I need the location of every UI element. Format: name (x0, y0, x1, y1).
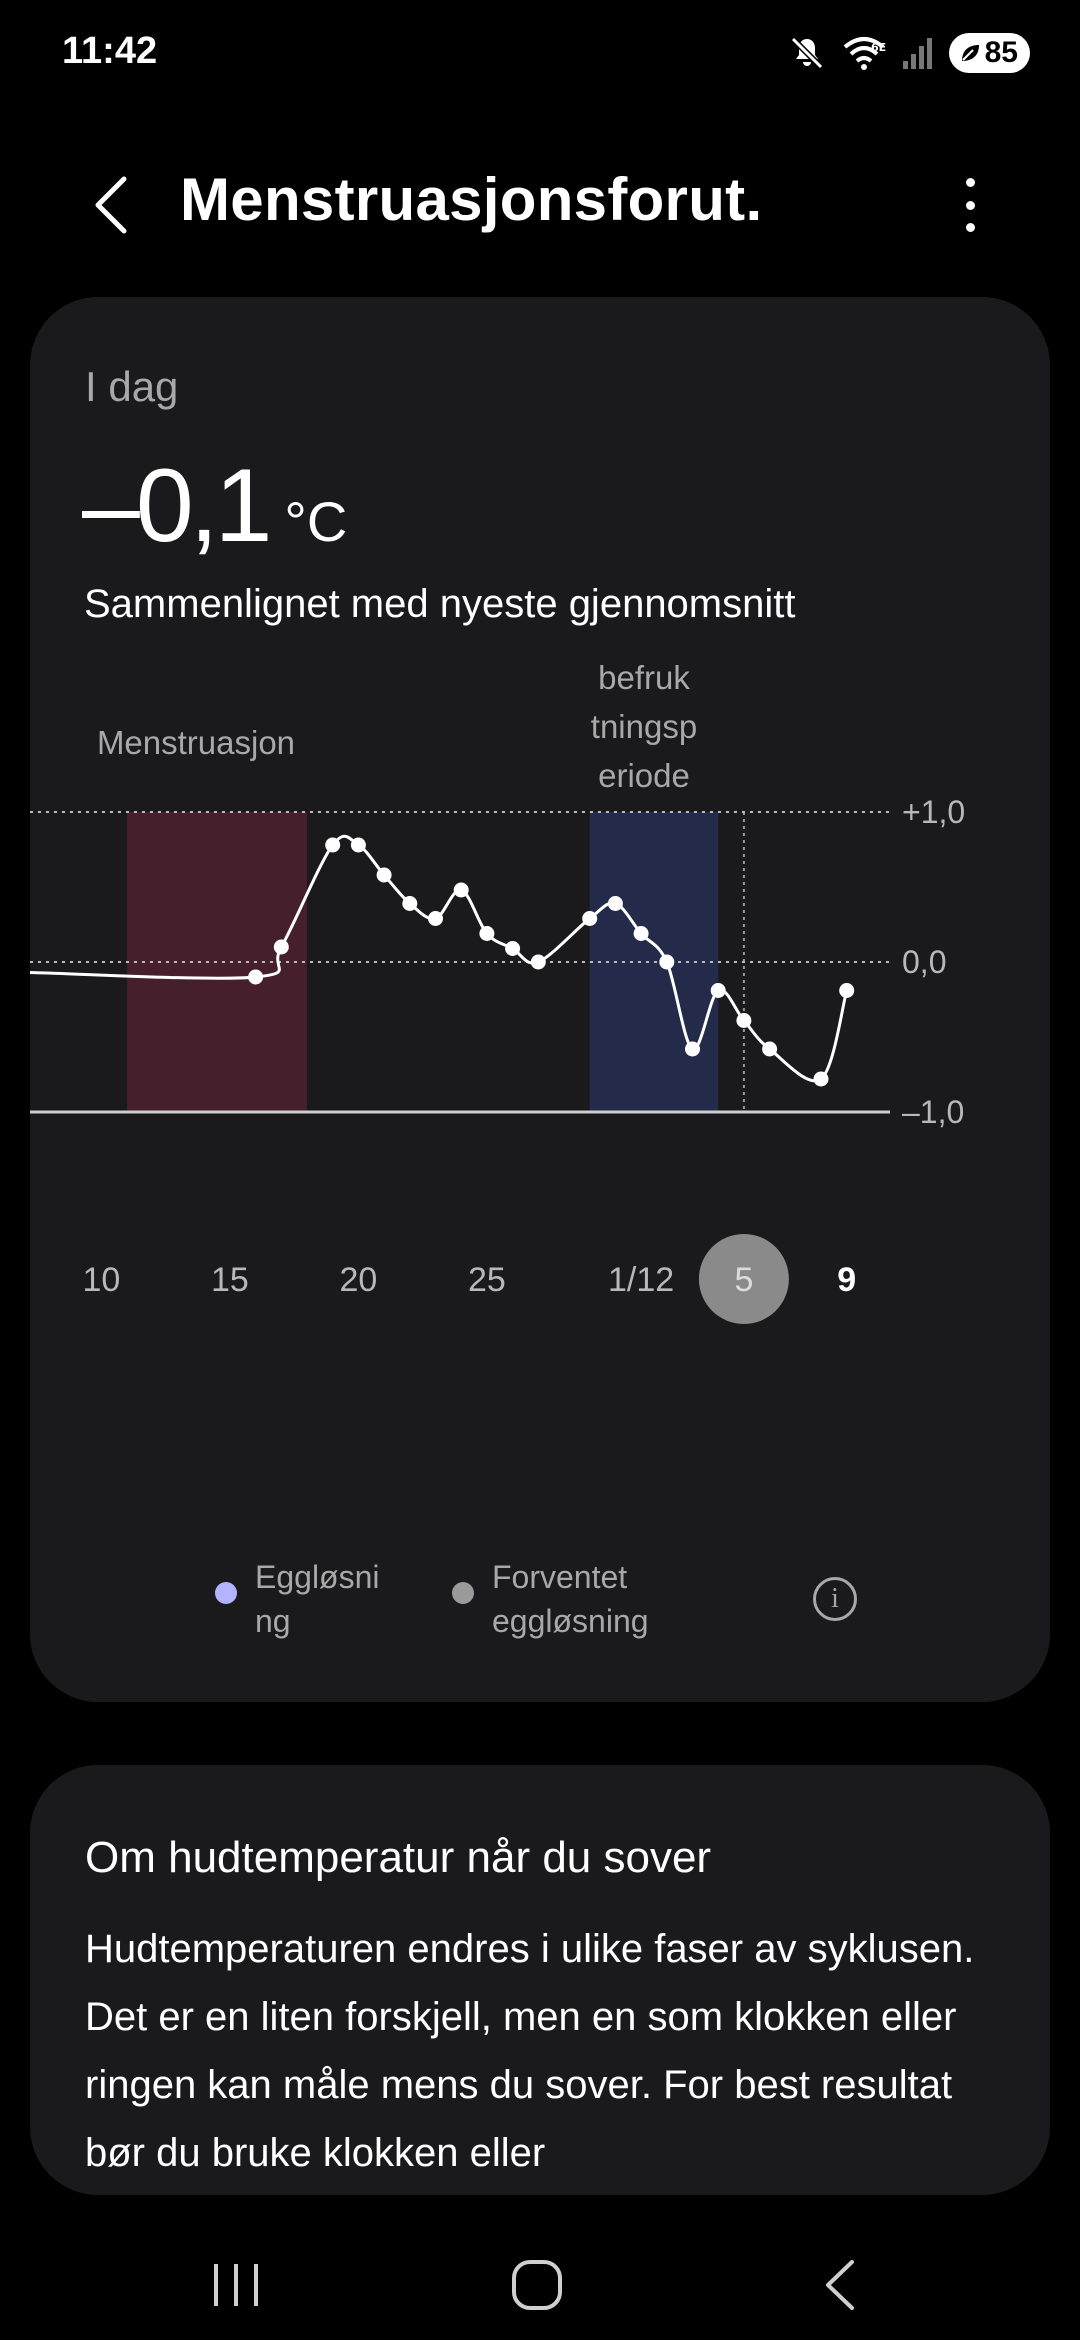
x-tick-label: 15 (211, 1261, 249, 1299)
legend-item-expected-ovulation: Forventet eggløsning (452, 1555, 649, 1643)
data-point (762, 1041, 778, 1057)
phase-band-label-1: befruk (598, 659, 690, 696)
data-point (350, 837, 366, 853)
nav-back-icon[interactable] (822, 2258, 858, 2312)
phase-band-label-1: tningsp (591, 708, 697, 745)
x-tick-label: 25 (468, 1261, 506, 1299)
navigation-bar (0, 2230, 1080, 2340)
phase-band-label-0: Menstruasjon (97, 724, 295, 761)
temperature-readout: –0,1 °C (82, 447, 347, 566)
wifi-6e-icon: 6E (843, 37, 886, 70)
signal-icon (902, 38, 932, 69)
status-time: 11:42 (62, 30, 158, 72)
info-button[interactable]: i (813, 1577, 857, 1621)
data-point (530, 954, 546, 970)
comparison-caption: Sammenlignet med nyeste gjennomsnitt (84, 582, 796, 626)
temperature-card: I dag –0,1 °C Sammenlignet med nyeste gj… (29, 297, 1050, 1702)
data-point (248, 969, 264, 985)
data-point (607, 896, 623, 911)
temperature-chart[interactable]: Menstruasjon befruk tningsp eriode +1,0 0,0 –1… (29, 627, 1050, 1427)
back-chevron-icon (95, 176, 127, 234)
data-point (736, 1013, 752, 1028)
battery-saver-leaf-icon (961, 45, 979, 61)
chart-legend: Eggløsni ng Forventet eggløsning (30, 1555, 1050, 1645)
temperature-chart-svg: Menstruasjon befruk tningsp eriode +1,0 0,0 –1… (29, 659, 965, 1324)
data-point (582, 911, 598, 926)
x-tick-label: 10 (82, 1261, 120, 1299)
page-title: Menstruasjonsforut. (180, 166, 763, 233)
home-icon[interactable] (510, 2258, 564, 2312)
data-point (813, 1071, 829, 1087)
data-point (710, 983, 726, 998)
battery-indicator: 85 (948, 33, 1030, 73)
about-card: Om hudtemperatur når du sover Hudtempera… (30, 1765, 1050, 2195)
data-point (659, 954, 675, 970)
legend-label-expected-ovulation: Forventet eggløsning (492, 1559, 649, 1639)
data-point (633, 926, 649, 941)
recents-icon[interactable] (210, 2260, 262, 2310)
battery-level: 85 (984, 36, 1018, 69)
data-point (402, 896, 418, 911)
data-point (839, 983, 855, 998)
data-point (685, 1041, 700, 1057)
y-tick-label: –1,0 (902, 1094, 964, 1130)
temperature-unit: °C (284, 490, 348, 553)
x-tick-selected-bg (698, 1234, 789, 1324)
data-point (428, 911, 443, 926)
info-icon: i (831, 1583, 839, 1614)
data-point (376, 867, 392, 883)
about-title: Om hudtemperatur når du sover (85, 1833, 712, 1882)
more-options-button[interactable] (950, 170, 990, 240)
y-tick-label: 0,0 (902, 944, 946, 980)
data-point (325, 837, 341, 853)
ovulation-dot-icon (215, 1582, 237, 1604)
mute-icon (790, 36, 823, 70)
about-body: Hudtemperaturen endres i ulike faser av … (85, 1927, 975, 2175)
phase-band-label-1: eriode (598, 757, 690, 794)
x-tick-label: 9 (837, 1261, 856, 1299)
x-tick-label: 1/12 (608, 1261, 674, 1299)
legend-item-ovulation: Eggløsni ng (215, 1555, 380, 1643)
back-button[interactable] (82, 170, 142, 240)
data-point (273, 939, 289, 955)
data-point (479, 926, 495, 941)
data-point (505, 941, 521, 956)
more-vertical-icon (965, 178, 975, 187)
data-point (453, 882, 469, 898)
legend-label-ovulation: Eggløsni ng (255, 1559, 380, 1639)
svg-text:6E: 6E (871, 41, 886, 54)
y-tick-label: +1,0 (902, 794, 965, 830)
status-icons: 6E 85 (787, 30, 1030, 76)
temperature-value: –0,1 (82, 448, 272, 564)
today-label: I dag (85, 363, 179, 410)
x-tick-label: 20 (339, 1261, 377, 1299)
x-tick-label: 5 (734, 1261, 753, 1299)
expected-ovulation-dot-icon (452, 1582, 474, 1604)
